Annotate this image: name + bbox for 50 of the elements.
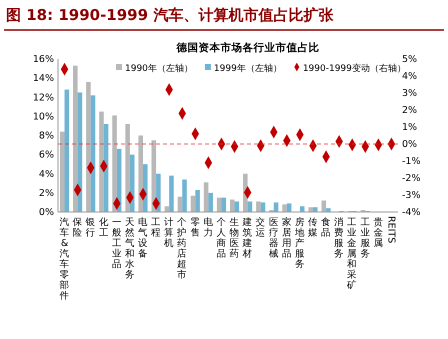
y-tick-label: 12% — [32, 92, 54, 104]
y-tick-label: 10% — [32, 111, 54, 122]
x-tick-label: 医疗器械 — [268, 217, 279, 260]
x-tick-label: 传媒 — [308, 217, 318, 238]
x-tick-label: 一般工业品 — [112, 217, 122, 270]
x-tick-label: 保险 — [72, 217, 83, 238]
legend-label: 1990-1999变动（右轴） — [302, 63, 406, 74]
x-tick-label: 电力 — [203, 216, 214, 238]
x-tick-label: 个护药店超市 — [176, 216, 188, 280]
y-tick-label: 0% — [38, 207, 54, 218]
x-tick-label: 贵金属 — [373, 216, 384, 249]
y2-tick-label: 5% — [402, 54, 418, 66]
x-tick-label: 汽车&汽车零部件 — [60, 216, 70, 302]
y-tick-label: 4% — [38, 168, 54, 180]
x-tick-label: 房地产服务 — [294, 216, 305, 270]
y-tick-label: 6% — [38, 150, 54, 161]
x-tick-label: 计算机 — [164, 216, 174, 249]
y2-tick-label: 2% — [402, 105, 418, 116]
y2-tick-label: 1% — [402, 122, 418, 134]
y-tick-label: 8% — [38, 130, 54, 142]
y-tick-label: 14% — [32, 73, 54, 84]
x-tick-label: 银行 — [84, 217, 96, 238]
y-tick-label: 2% — [38, 188, 54, 199]
x-tick-label: REITS — [385, 216, 396, 244]
x-tick-label: 交运 — [256, 216, 266, 238]
legend-label: 1999年（左轴） — [214, 63, 282, 74]
y2-tick-label: 3% — [402, 88, 418, 100]
x-tick-label: 化工 — [98, 216, 109, 238]
x-tick-label: 个人商品 — [216, 216, 226, 260]
x-tick-label: 食品 — [321, 216, 332, 238]
x-tick-label: 工业服务 — [360, 217, 370, 260]
x-tick-label: 工程 — [151, 217, 162, 238]
x-tick-label: 天然气和水务 — [124, 217, 135, 280]
y2-tick-label: -3% — [402, 190, 420, 202]
y2-tick-label: 4% — [402, 71, 418, 82]
x-tick-label: 建筑建材 — [242, 216, 253, 260]
y2-tick-label: -4% — [402, 207, 420, 218]
x-tick-label: 生物医药 — [230, 216, 240, 260]
x-tick-label: 零售 — [190, 217, 200, 238]
x-tick-label: 工业金属和采矿 — [346, 217, 358, 291]
x-tick-label: 消费服务 — [334, 216, 344, 260]
legend-label: 1990年（左轴） — [125, 63, 193, 74]
y-tick-label: 16% — [32, 54, 54, 66]
y2-tick-label: -2% — [402, 173, 420, 184]
chart-title: 图 18: 1990-1999 汽车、计算机市值占比扩张 — [6, 6, 334, 24]
x-tick-label: 家居用品 — [282, 216, 292, 260]
y2-tick-label: 0% — [402, 139, 418, 150]
y2-tick-label: -1% — [402, 156, 420, 168]
x-tick-label: 电气设备 — [138, 216, 148, 260]
chart-subtitle: 德国资本市场各行业市值占比 — [176, 41, 320, 54]
